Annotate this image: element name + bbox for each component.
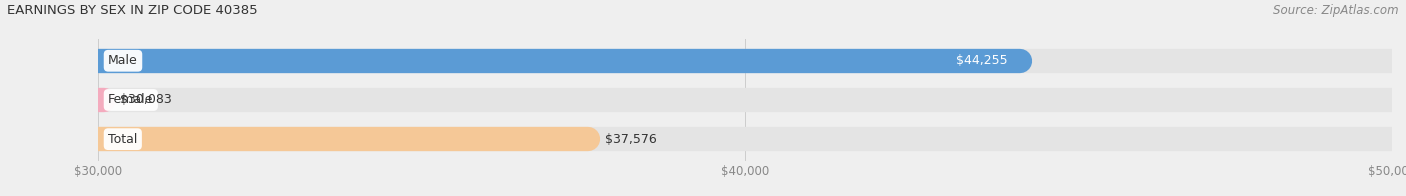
Text: Total: Total	[108, 133, 138, 146]
Text: $30,083: $30,083	[120, 93, 172, 106]
Text: Female: Female	[108, 93, 153, 106]
Text: $37,576: $37,576	[605, 133, 657, 146]
Text: Source: ZipAtlas.com: Source: ZipAtlas.com	[1274, 4, 1399, 17]
Text: EARNINGS BY SEX IN ZIP CODE 40385: EARNINGS BY SEX IN ZIP CODE 40385	[7, 4, 257, 17]
Text: Male: Male	[108, 54, 138, 67]
Text: $44,255: $44,255	[956, 54, 1008, 67]
